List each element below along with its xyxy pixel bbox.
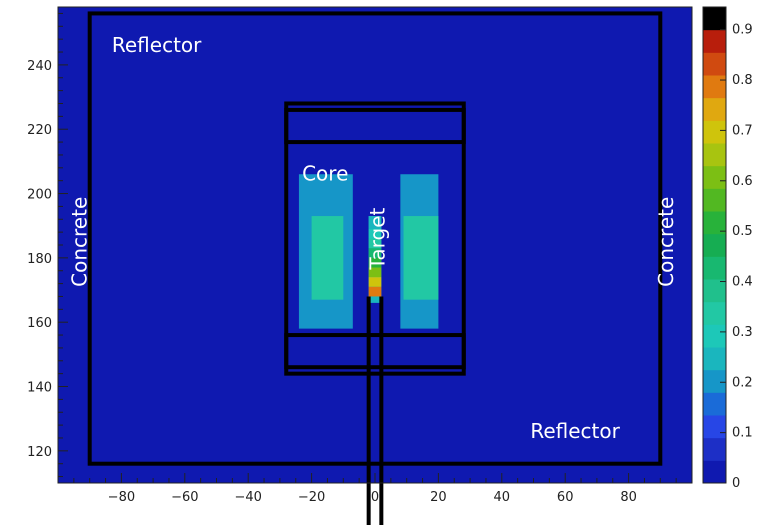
x-tick-label: 0 bbox=[371, 490, 379, 505]
colorbar-segment bbox=[703, 347, 726, 371]
colorbar-segment bbox=[703, 188, 726, 212]
pipe-layer bbox=[366, 296, 384, 525]
colorbar: 0 0.1 0.2 0.3 0.4 0.5 0.6 0.7 0.8 0.9 bbox=[702, 6, 753, 491]
label-reflector: Reflector bbox=[530, 419, 620, 443]
colorbar-tick-label: 0.1 bbox=[732, 426, 753, 441]
vessel-bottom-band bbox=[284, 333, 466, 370]
x-tick-label: −40 bbox=[234, 490, 261, 505]
annotation-layer: Reflector Reflector Core Target Concrete Conc… bbox=[68, 33, 678, 443]
colorbar-tick-label: 0.3 bbox=[732, 325, 753, 340]
field-core-right-inner bbox=[403, 216, 439, 300]
target-cell bbox=[368, 267, 382, 278]
colorbar-tick-label: 0.5 bbox=[732, 224, 753, 239]
label-core: Core bbox=[302, 162, 348, 186]
colorbar-frame bbox=[702, 6, 727, 484]
colorbar-segment bbox=[703, 301, 726, 325]
target-cell bbox=[368, 277, 382, 287]
x-tick-label: 60 bbox=[557, 490, 574, 505]
structure-layer bbox=[87, 11, 663, 466]
colorbar-tick-label: 0.6 bbox=[732, 174, 753, 189]
colorbar-segment bbox=[703, 369, 726, 393]
colorbar-segment bbox=[703, 75, 726, 99]
field-layer bbox=[298, 174, 439, 329]
colorbar-segment bbox=[703, 165, 726, 189]
target-cell bbox=[368, 248, 382, 258]
outer-reflector-boundary bbox=[87, 11, 663, 466]
y-tick-label: 240 bbox=[27, 59, 52, 74]
x-tick-label: −60 bbox=[171, 490, 198, 505]
x-tick-label: 20 bbox=[430, 490, 447, 505]
label-target: Target bbox=[366, 207, 390, 270]
y-tick-label: 140 bbox=[27, 381, 52, 396]
label-reflector: Reflector bbox=[112, 33, 202, 57]
colorbar-segment bbox=[703, 437, 726, 461]
colorbar-segment bbox=[703, 392, 726, 416]
label-concrete: Concrete bbox=[68, 197, 92, 287]
colorbar-tick-label: 0.9 bbox=[732, 23, 753, 38]
colorbar-segment bbox=[703, 460, 726, 484]
colorbar-segment bbox=[703, 29, 726, 53]
x-tick-label: −20 bbox=[298, 490, 325, 505]
colorbar-segment bbox=[703, 120, 726, 144]
colorbar-segment bbox=[703, 233, 726, 257]
y-tick-label: 120 bbox=[27, 445, 52, 460]
y-tick-label: 160 bbox=[27, 316, 52, 331]
colorbar-segment bbox=[703, 415, 726, 439]
colorbar-tick-label: 0.8 bbox=[732, 73, 753, 88]
x-tick-label: 80 bbox=[620, 490, 637, 505]
y-axis: 120 140 160 180 200 220 240 bbox=[27, 12, 68, 478]
colorbar-segment bbox=[703, 97, 726, 121]
y-tick-label: 200 bbox=[27, 188, 52, 203]
colorbar-tick-label: 0.4 bbox=[732, 275, 753, 290]
y-tick-label: 180 bbox=[27, 252, 52, 267]
target-cell bbox=[368, 238, 382, 249]
colorbar-segment bbox=[703, 211, 726, 235]
colorbar-segment bbox=[703, 256, 726, 280]
target-cell bbox=[368, 228, 382, 239]
colorbar-tick-label: 0.7 bbox=[732, 123, 753, 138]
colorbar-tick-label: 0 bbox=[732, 476, 740, 491]
target-cell bbox=[368, 216, 382, 229]
x-axis: −80 −60 −40 −20 0 20 40 60 80 bbox=[73, 473, 677, 505]
colorbar-segment bbox=[703, 324, 726, 348]
target-cell bbox=[368, 257, 382, 268]
colorbar-tick-label: 0.2 bbox=[732, 375, 753, 390]
label-concrete: Concrete bbox=[654, 197, 678, 287]
colorbar-segment bbox=[703, 52, 726, 76]
y-tick-label: 220 bbox=[27, 123, 52, 138]
x-tick-label: 40 bbox=[494, 490, 511, 505]
colorbar-segment bbox=[703, 143, 726, 167]
field-core-left-inner bbox=[311, 216, 344, 300]
core-vessel bbox=[284, 101, 466, 376]
x-tick-label: −80 bbox=[108, 490, 135, 505]
vessel-top-band bbox=[284, 107, 466, 145]
colorbar-segment bbox=[703, 7, 726, 31]
colorbar-segment bbox=[703, 279, 726, 303]
target-cell bbox=[368, 286, 382, 297]
